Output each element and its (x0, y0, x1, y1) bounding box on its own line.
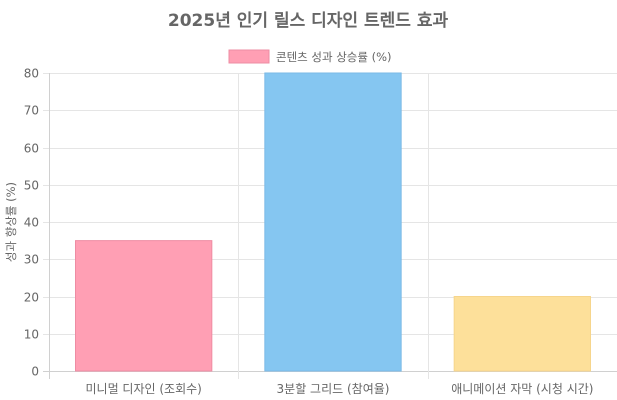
bar[interactable] (75, 240, 213, 372)
y-tick-label: 30 (24, 253, 39, 267)
y-tick-label: 60 (24, 142, 39, 156)
y-tick-label: 80 (24, 67, 39, 81)
y-tick-label: 50 (24, 179, 39, 193)
y-tick-label: 20 (24, 291, 39, 305)
legend-label: 콘텐츠 성과 상승률 (%) (276, 50, 392, 64)
legend[interactable]: 콘텐츠 성과 상승률 (%) (228, 49, 392, 64)
y-tick-label: 0 (31, 365, 39, 379)
x-tick-label: 미니멀 디자인 (조회수) (85, 382, 201, 396)
y-tick-label: 40 (24, 216, 39, 230)
axes: 0 10 20 30 40 50 60 70 80 미니멀 디자인 (조회수) 3분할 그리드 (참… (24, 67, 594, 397)
bar[interactable] (264, 72, 402, 372)
y-axis-label: 성과 향상률 (%) (4, 182, 18, 262)
bar[interactable] (453, 296, 591, 372)
y-tick-label: 10 (24, 328, 39, 342)
x-tick-label: 3분할 그리드 (참여율) (277, 382, 390, 396)
chart-title: 2025년 인기 릴스 디자인 트렌드 효과 (168, 11, 449, 31)
y-tick-label: 70 (24, 104, 39, 118)
legend-swatch (228, 49, 270, 64)
bars (75, 72, 591, 372)
x-tick-label: 애니메이션 자막 (시청 시간) (451, 382, 593, 396)
